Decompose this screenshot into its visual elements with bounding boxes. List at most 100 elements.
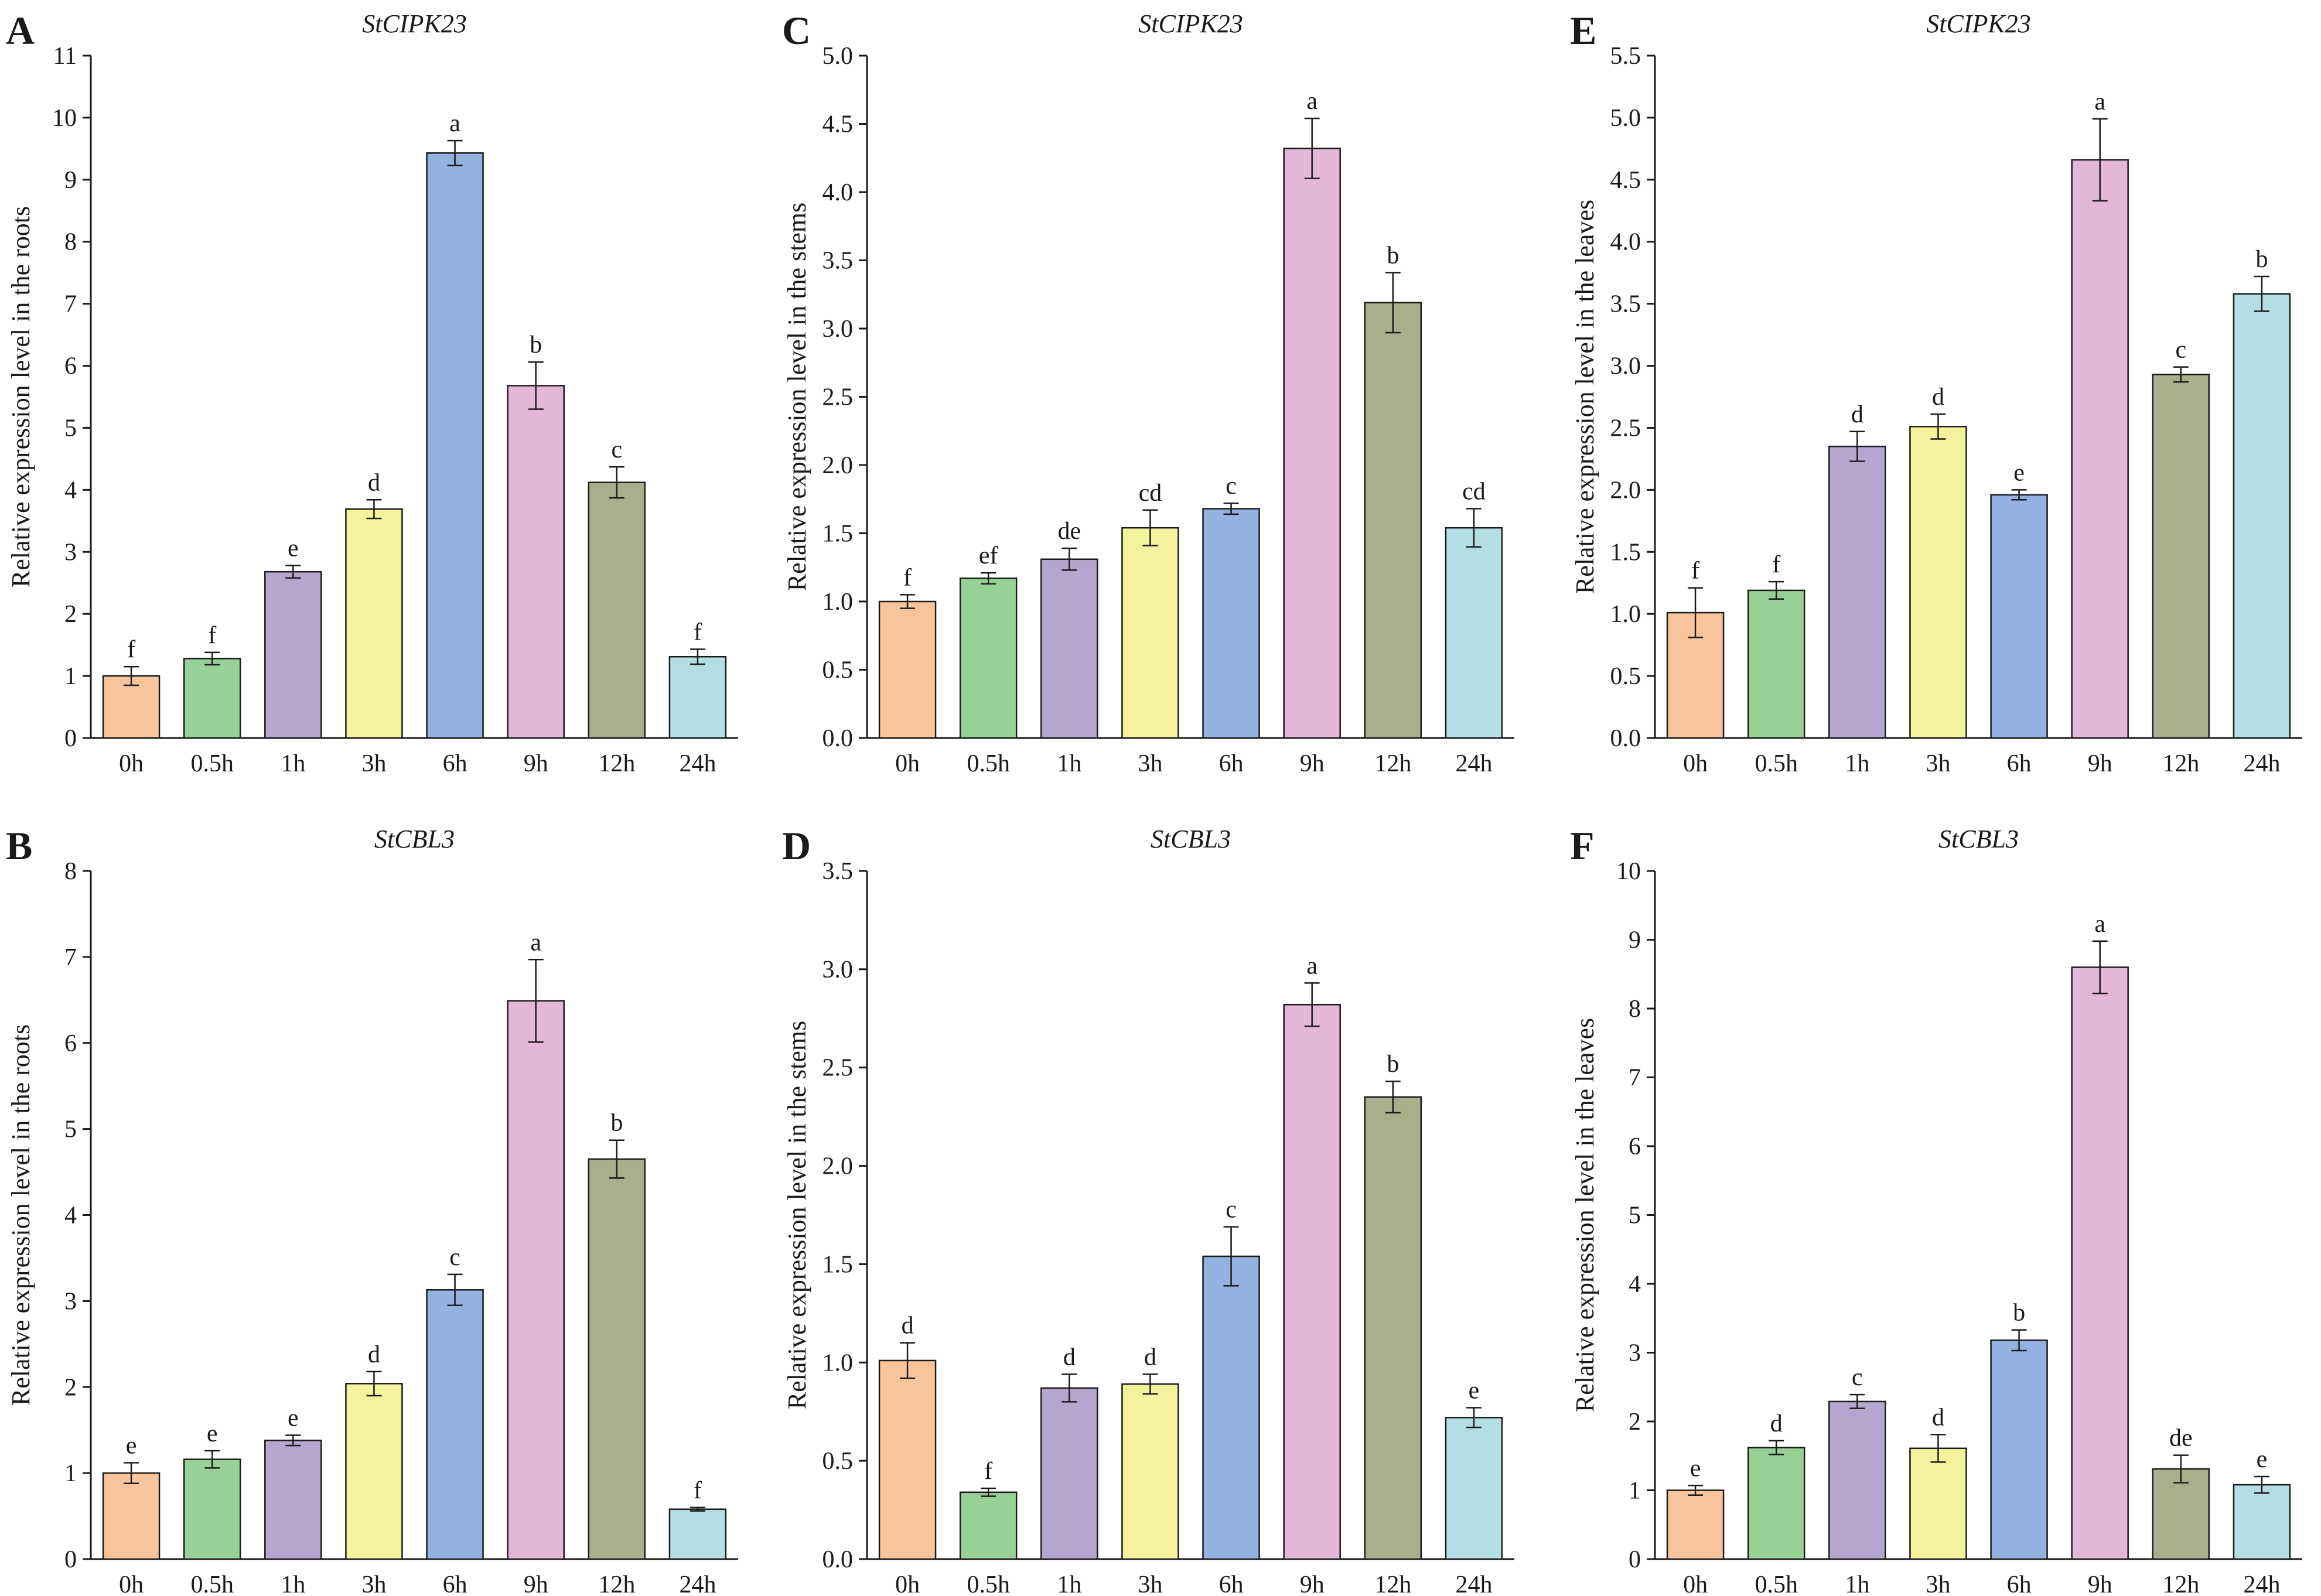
bar: [2233, 293, 2291, 739]
y-tick-label: 3.5: [822, 248, 854, 275]
y-tick-label: 3: [1629, 1340, 1641, 1367]
y-tick-label: 1: [1629, 1478, 1641, 1505]
bar: [1747, 589, 1805, 739]
y-tick-label: 0: [64, 725, 77, 752]
significance-label: a: [2094, 911, 2105, 938]
x-tick-label: 24h: [2243, 750, 2280, 777]
x-tick-label: 6h: [443, 1571, 467, 1596]
significance-label: a: [530, 929, 541, 956]
significance-label: d: [1932, 384, 1944, 411]
x-tick-label: 12h: [1374, 1571, 1411, 1596]
bar: [345, 1383, 403, 1560]
bar: [878, 1359, 937, 1560]
y-tick-label: 10: [1616, 858, 1641, 885]
x-tick-label: 9h: [524, 1571, 548, 1596]
significance-label: de: [1057, 518, 1081, 545]
chart-panel-d: D StCBL3 0.0 0.5 1.0 1.5 2.0 2.5 3.0 3.5 Relative …: [782, 823, 1514, 1596]
bar: [1828, 1400, 1886, 1560]
bar: [1121, 527, 1179, 739]
panel-letter: B: [6, 823, 32, 868]
y-axis-label: Relative expression level in the stems: [783, 1021, 811, 1410]
chart-title: StCBL3: [1938, 825, 2019, 853]
x-tick-label: 3h: [361, 1571, 386, 1596]
bar: [1364, 1096, 1422, 1560]
significance-label: e: [2013, 459, 2025, 486]
y-tick-label: 2: [1629, 1409, 1641, 1436]
chart-title: StCIPK23: [1138, 9, 1243, 38]
y-tick-label: 3.0: [822, 316, 854, 343]
y-tick-label: 2: [64, 601, 77, 628]
y-tick-label: 6: [64, 353, 77, 380]
chart-title: StCIPK23: [362, 9, 466, 38]
bar: [1040, 1387, 1098, 1560]
bar: [345, 508, 403, 739]
x-tick-label: 0.5h: [967, 750, 1010, 777]
chart-panel-a: A StCIPK23 0 1 2 3 4 5 6 7 8 9 10 11 Relative expressi…: [6, 8, 738, 777]
x-tick-label: 24h: [1455, 1571, 1492, 1596]
bar: [1909, 426, 1967, 739]
x-tick-label: 9h: [1300, 750, 1325, 777]
y-tick-label: 4: [1629, 1271, 1641, 1298]
x-tick-label: 3h: [1926, 750, 1950, 777]
significance-label: cd: [1139, 480, 1162, 507]
x-tick-label: 0h: [119, 750, 144, 777]
y-tick-label: 5.0: [1610, 105, 1641, 132]
bar: [878, 600, 937, 739]
y-tick-label: 3.0: [822, 956, 854, 983]
x-tick-label: 9h: [2088, 750, 2112, 777]
y-tick-label: 1.5: [822, 1251, 854, 1278]
bar: [1040, 558, 1098, 739]
x-tick-label: 1h: [1057, 750, 1081, 777]
y-tick-label: 7: [1629, 1065, 1641, 1092]
y-tick-label: 0: [1629, 1546, 1641, 1573]
bar: [507, 385, 565, 739]
y-tick-label: 3: [64, 1288, 77, 1315]
bar: [183, 1458, 241, 1560]
bar: [1202, 508, 1260, 739]
significance-label: d: [1851, 401, 1863, 428]
significance-label: c: [1226, 1197, 1237, 1224]
significance-label: e: [288, 1405, 299, 1432]
bar: [668, 656, 727, 739]
significance-label: b: [2255, 246, 2268, 273]
y-tick-label: 4.5: [1610, 167, 1641, 194]
x-tick-label: 6h: [1219, 750, 1244, 777]
y-tick-label: 4: [64, 477, 77, 504]
panel-letter: A: [6, 8, 35, 53]
significance-label: b: [530, 331, 542, 358]
significance-label: e: [2257, 1446, 2268, 1473]
significance-label: b: [2013, 1300, 2025, 1327]
significance-label: b: [1387, 1051, 1399, 1078]
panel-letter: F: [1570, 823, 1595, 868]
y-axis-label: Relative expression level in the leaves: [1571, 1018, 1599, 1412]
x-tick-label: 1h: [281, 750, 305, 777]
x-tick-label: 9h: [524, 750, 548, 777]
significance-label: f: [903, 564, 912, 591]
y-tick-label: 0.5: [1610, 663, 1641, 690]
x-tick-label: 3h: [1926, 1571, 1950, 1596]
significance-label: c: [449, 1244, 460, 1271]
bar: [183, 658, 241, 739]
significance-label: e: [1469, 1378, 1480, 1404]
chart-panel-b: B StCBL3 0 1 2 3 4 5 6 7 8 Relative expression leve…: [6, 823, 738, 1596]
y-tick-label: 2.0: [1610, 477, 1641, 504]
y-tick-label: 1.0: [1610, 601, 1641, 628]
x-tick-label: 12h: [598, 750, 635, 777]
y-axis-label: Relative expression level in the stems: [783, 203, 811, 592]
x-tick-label: 1h: [281, 1571, 305, 1596]
x-tick-label: 12h: [1374, 750, 1411, 777]
x-tick-label: 1h: [1845, 750, 1869, 777]
bar: [426, 1289, 484, 1560]
x-tick-label: 6h: [2007, 1571, 2032, 1596]
bar: [102, 1472, 161, 1560]
bar: [959, 577, 1018, 739]
significance-label: f: [1772, 551, 1780, 578]
y-tick-label: 0.5: [822, 657, 854, 684]
x-tick-label: 0.5h: [190, 1571, 234, 1596]
significance-label: f: [694, 619, 702, 646]
bar: [588, 1158, 646, 1560]
y-tick-label: 0: [64, 1546, 77, 1573]
y-tick-label: 0.0: [822, 725, 854, 752]
significance-label: f: [694, 1477, 702, 1504]
